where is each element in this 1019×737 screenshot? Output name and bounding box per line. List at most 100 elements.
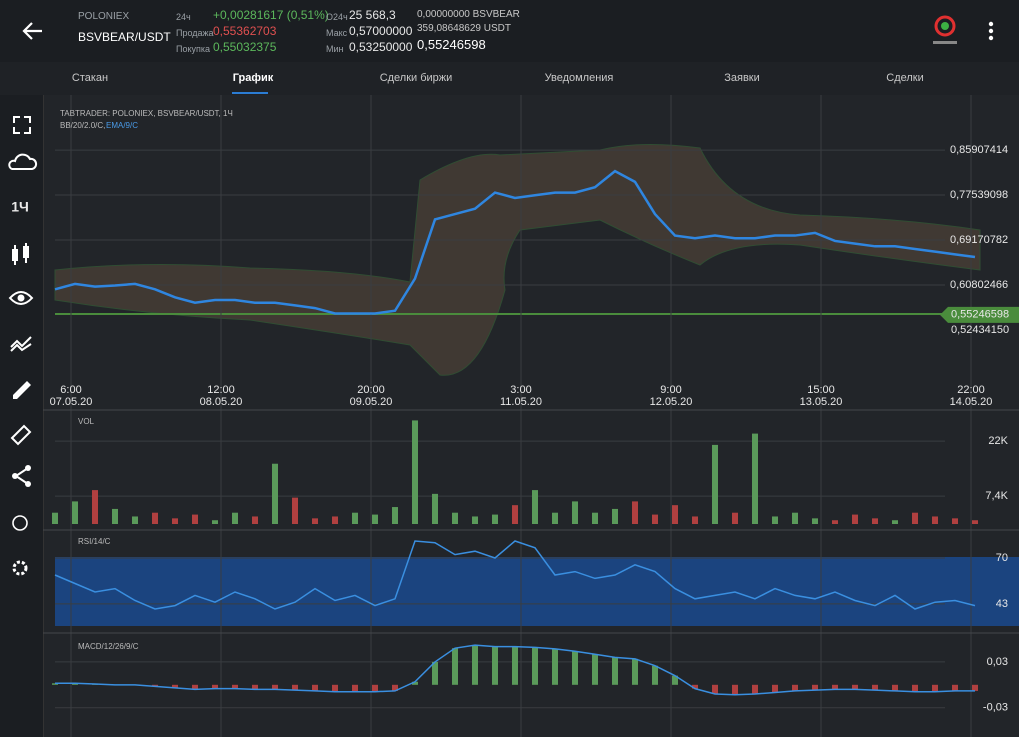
volume-bar — [972, 520, 978, 524]
volume-bar — [152, 512, 158, 524]
tab[interactable]: Сделки — [886, 72, 924, 84]
macd-bar — [932, 684, 938, 692]
indicator: EMA/9/C — [106, 121, 138, 130]
pair[interactable]: BSVBEAR/USDT — [78, 30, 171, 44]
volume-bar — [932, 516, 938, 524]
macd-bar — [792, 684, 798, 691]
balance: 0,00000000 BSVBEAR — [417, 9, 520, 20]
label: Продажа — [176, 28, 214, 38]
macd-bar — [512, 646, 518, 685]
macd-bar — [672, 675, 678, 685]
macd-bar — [832, 684, 838, 690]
macd-bar — [572, 651, 578, 685]
volume-bar — [292, 497, 298, 524]
macd-bar — [72, 683, 78, 685]
tab[interactable]: Уведомления — [544, 72, 614, 84]
macd-bar — [632, 658, 638, 685]
label: Мин — [326, 44, 344, 54]
tab-indicator — [232, 92, 268, 94]
fullscreen-icon[interactable] — [13, 116, 31, 134]
tab[interactable]: Сделки биржи — [379, 72, 453, 84]
volume-bar — [892, 520, 898, 524]
macd-line — [55, 644, 975, 696]
macd-bar — [272, 684, 278, 690]
macd-bar — [472, 645, 478, 685]
tab[interactable]: График — [232, 72, 274, 84]
y-tick-label: 0,03 — [987, 656, 1008, 668]
chart-title: TABTRADER: POLONIEX, BSVBEAR/USDT, 1Ч — [60, 109, 233, 118]
macd-bar — [392, 684, 398, 691]
y-tick-label: 70 — [996, 552, 1008, 564]
macd-bar — [712, 684, 718, 694]
ema-line — [54, 169, 976, 315]
indicator-icon[interactable] — [10, 336, 32, 352]
y-tick-label: 0,77539098 — [950, 189, 1008, 201]
date-label: 11.05.20 — [500, 396, 542, 408]
macd-bar — [872, 684, 878, 691]
macd-bar — [152, 684, 158, 687]
macd-bar — [692, 684, 698, 689]
volume-bar — [112, 508, 118, 524]
candles-icon[interactable] — [12, 243, 29, 265]
help-icon[interactable] — [12, 515, 28, 531]
sell: 0,55362703 — [213, 24, 277, 38]
volume-bar — [252, 516, 258, 524]
volume-bar — [832, 520, 838, 524]
macd-bar — [772, 684, 778, 693]
volume-bar — [512, 505, 518, 524]
ruler-icon[interactable] — [10, 424, 32, 446]
macd-bar — [172, 684, 178, 688]
volume-bar — [912, 512, 918, 524]
volume-bar — [332, 516, 338, 524]
volume-bar — [392, 507, 398, 524]
rsi-line — [54, 540, 976, 610]
macd-bar — [332, 684, 338, 692]
eye-icon[interactable] — [8, 291, 34, 305]
interval[interactable]: 1Ч — [11, 199, 29, 215]
date-label: 07.05.20 — [50, 396, 93, 408]
volume-bar — [792, 512, 798, 524]
cloud-icon[interactable] — [8, 153, 38, 170]
macd-bar — [972, 684, 978, 691]
volume-bar — [612, 508, 618, 524]
macd-bar — [412, 681, 418, 685]
volume-bar — [212, 520, 218, 524]
time-label: 12:00 — [207, 384, 235, 396]
low-price-label: 0,52434150 — [951, 324, 1009, 336]
draw-icon[interactable] — [13, 381, 31, 399]
volume-bar — [692, 516, 698, 524]
macd-bar — [352, 684, 358, 692]
macd-bar — [452, 648, 458, 685]
volume-bar — [652, 514, 658, 524]
macd-bar — [732, 684, 738, 695]
volume-bar — [272, 463, 278, 524]
indicator: BB/20/2.0/C, — [60, 121, 105, 130]
sidebar — [0, 95, 44, 737]
top-bar — [0, 0, 1019, 62]
volume-bar — [572, 501, 578, 524]
pane-label: VOL — [78, 417, 95, 426]
settings-icon[interactable] — [12, 560, 28, 576]
tab[interactable]: Стакан — [71, 72, 109, 84]
macd-bar — [952, 684, 958, 691]
volume-bar — [812, 518, 818, 524]
date-label: 09.05.20 — [350, 396, 393, 408]
time-label: 22:00 — [957, 384, 985, 396]
time-label: 9:00 — [660, 384, 681, 396]
volume-bar — [452, 512, 458, 524]
macd-bar — [292, 684, 298, 691]
bollinger-band — [54, 143, 981, 376]
volume-bar — [632, 501, 638, 524]
volume-bar — [952, 518, 958, 524]
volume-bar — [712, 444, 718, 524]
volume-bar — [312, 518, 318, 524]
macd-bar — [212, 684, 218, 689]
macd-bar — [812, 684, 818, 691]
back-button[interactable] — [22, 20, 44, 42]
pane-label: RSI/14/C — [78, 537, 111, 546]
tab[interactable]: Заявки — [724, 72, 760, 84]
menu-button[interactable] — [985, 20, 997, 42]
macd-bar — [52, 683, 58, 685]
